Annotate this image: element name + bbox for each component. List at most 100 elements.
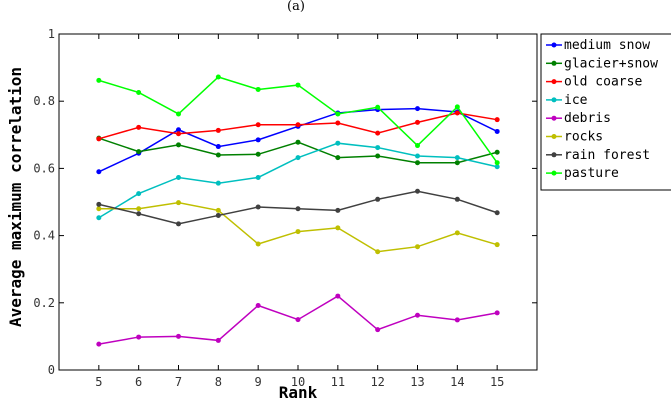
data-point-rocks bbox=[96, 206, 102, 212]
legend-label: ice bbox=[564, 93, 588, 108]
x-tick-label: 13 bbox=[410, 375, 424, 389]
legend-item-old-coarse: old coarse bbox=[546, 75, 642, 90]
y-tick-label: 0.8 bbox=[33, 94, 55, 108]
legend-item-pasture: pasture bbox=[546, 166, 619, 181]
legend-marker bbox=[551, 115, 557, 121]
data-point-medium-snow bbox=[96, 169, 102, 175]
x-tick-label: 12 bbox=[370, 375, 384, 389]
data-point-rain-forest bbox=[215, 212, 221, 218]
data-point-medium-snow bbox=[215, 144, 221, 150]
legend-item-rocks: rocks bbox=[546, 130, 603, 145]
data-point-rain-forest bbox=[494, 210, 500, 216]
x-tick-label: 15 bbox=[490, 375, 504, 389]
data-point-debris bbox=[494, 310, 500, 316]
data-point-glacier-snow bbox=[454, 160, 460, 166]
series-debris bbox=[96, 293, 500, 347]
series-old-coarse bbox=[96, 110, 500, 142]
data-point-debris bbox=[176, 333, 181, 339]
legend-label: pasture bbox=[564, 166, 619, 181]
data-point-rain-forest bbox=[335, 207, 341, 213]
data-point-rocks bbox=[136, 206, 142, 212]
data-point-rocks bbox=[415, 244, 420, 250]
x-tick-label: 11 bbox=[331, 375, 345, 389]
legend-marker bbox=[551, 134, 557, 139]
y-axis-title: Average maximum correlation bbox=[6, 67, 25, 327]
data-point-old-coarse bbox=[136, 124, 142, 130]
data-point-ice bbox=[295, 155, 301, 161]
y-tick-label: 0.2 bbox=[33, 296, 55, 310]
data-point-old-coarse bbox=[335, 120, 341, 126]
data-point-rocks bbox=[215, 207, 221, 213]
data-point-rain-forest bbox=[415, 188, 420, 194]
legend-item-medium-snow: medium snow bbox=[546, 38, 650, 53]
data-point-medium-snow bbox=[176, 127, 181, 133]
legend-item-glacier-snow: glacier+snow bbox=[546, 56, 658, 71]
data-point-glacier-snow bbox=[176, 142, 181, 148]
legend-label: debris bbox=[564, 111, 611, 126]
data-point-ice bbox=[454, 155, 460, 161]
legend-marker bbox=[551, 60, 557, 66]
legend-marker bbox=[551, 152, 557, 158]
data-point-old-coarse bbox=[96, 136, 102, 142]
legend: medium snow glacier+snow old coarse ice debr… bbox=[540, 33, 671, 191]
data-point-old-coarse bbox=[176, 131, 181, 137]
x-tick-label: 10 bbox=[291, 375, 305, 389]
legend-label: old coarse bbox=[564, 75, 642, 90]
data-point-pasture bbox=[96, 77, 102, 83]
data-point-pasture bbox=[215, 74, 221, 80]
panel-label: (a) bbox=[287, 0, 305, 14]
data-point-ice bbox=[176, 174, 181, 180]
data-point-glacier-snow bbox=[215, 152, 221, 158]
data-point-debris bbox=[136, 334, 142, 340]
data-point-rocks bbox=[176, 200, 181, 206]
data-point-rain-forest bbox=[454, 196, 460, 202]
data-point-ice bbox=[136, 191, 142, 197]
data-point-pasture bbox=[255, 86, 261, 92]
legend-label: glacier+snow bbox=[564, 56, 658, 71]
data-point-rain-forest bbox=[295, 206, 301, 212]
data-point-glacier-snow bbox=[375, 153, 381, 159]
x-tick-label: 9 bbox=[255, 375, 262, 389]
y-tick-label: 0.6 bbox=[33, 161, 55, 175]
data-point-glacier-snow bbox=[295, 139, 301, 145]
data-point-rain-forest bbox=[255, 204, 261, 210]
data-point-old-coarse bbox=[454, 110, 460, 116]
data-point-ice bbox=[494, 164, 500, 170]
data-point-rocks bbox=[295, 229, 301, 235]
data-point-rain-forest bbox=[136, 211, 142, 217]
x-tick-label: 5 bbox=[95, 375, 102, 389]
data-point-medium-snow bbox=[494, 128, 500, 134]
axis-ticks: 5 6 7 8 9 10 11 12 13 14 15 0 0.2 0.4 0.6 0.8 1 bbox=[33, 27, 537, 389]
y-tick-label: 0 bbox=[48, 363, 55, 377]
data-point-rain-forest bbox=[176, 221, 181, 227]
data-point-pasture bbox=[335, 111, 341, 117]
data-point-pasture bbox=[454, 104, 460, 110]
data-point-ice bbox=[255, 174, 261, 180]
series-rocks bbox=[96, 200, 500, 255]
legend-marker bbox=[551, 170, 557, 176]
series-line-pasture bbox=[98, 76, 498, 164]
data-point-debris bbox=[415, 312, 420, 318]
y-tick-label: 1 bbox=[48, 27, 55, 41]
data-point-rain-forest bbox=[375, 196, 381, 202]
data-point-ice bbox=[96, 215, 102, 221]
data-point-old-coarse bbox=[494, 117, 500, 123]
data-point-rocks bbox=[375, 249, 381, 255]
data-point-debris bbox=[215, 337, 221, 343]
data-point-medium-snow bbox=[415, 106, 420, 112]
data-point-pasture bbox=[375, 104, 381, 110]
data-point-rocks bbox=[494, 242, 500, 248]
data-point-pasture bbox=[176, 111, 181, 117]
series-glacier-snow bbox=[96, 135, 500, 166]
data-point-old-coarse bbox=[295, 122, 301, 128]
data-point-ice bbox=[375, 145, 381, 151]
legend-item-rain-forest: rain forest bbox=[546, 148, 650, 163]
x-tick-label: 7 bbox=[175, 375, 182, 389]
legend-box bbox=[540, 33, 671, 191]
data-point-rocks bbox=[454, 230, 460, 236]
series-ice bbox=[96, 140, 500, 221]
data-point-ice bbox=[335, 140, 341, 146]
legend-label: medium snow bbox=[564, 38, 650, 53]
data-point-glacier-snow bbox=[335, 155, 341, 161]
data-point-old-coarse bbox=[215, 127, 221, 133]
